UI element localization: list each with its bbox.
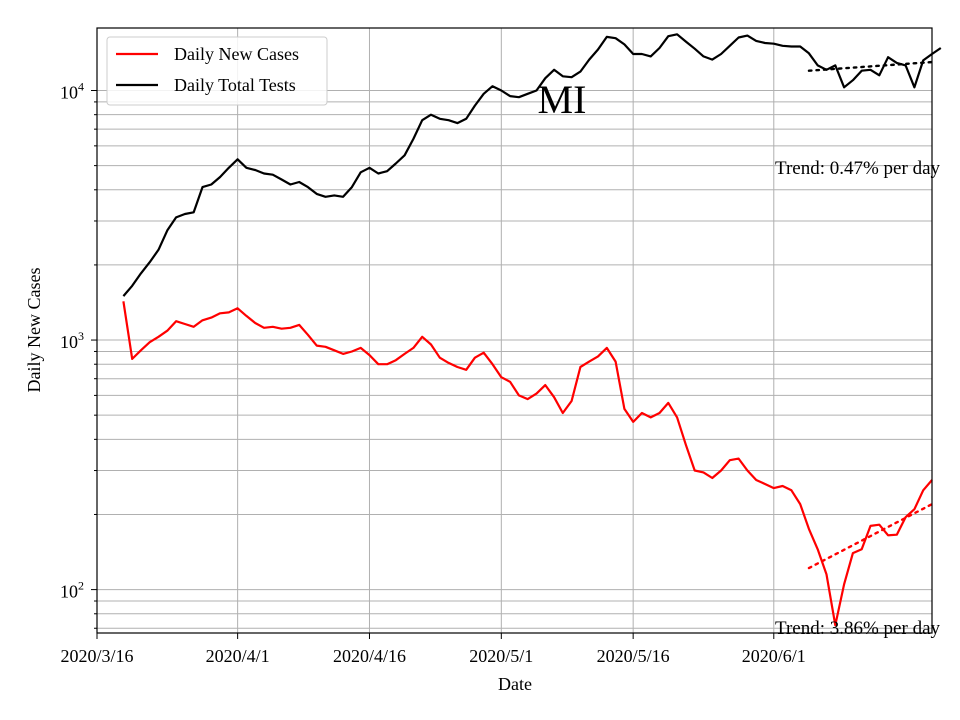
trend-layer — [807, 60, 934, 570]
x-tick-label: 2020/5/1 — [469, 646, 533, 666]
x-tick-label: 2020/3/16 — [60, 646, 133, 666]
x-axis-label: Date — [498, 674, 532, 694]
y-tick-label: 104 — [60, 79, 84, 102]
series-layer — [122, 33, 942, 627]
y-tick-layer: 102 103 104 — [60, 79, 97, 629]
x-tick-label: 2020/6/1 — [742, 646, 806, 666]
y-tick-label: 102 — [60, 579, 84, 602]
grid-layer — [96, 28, 932, 633]
tests-trend-line — [807, 60, 934, 72]
legend-label-tests: Daily Total Tests — [174, 75, 296, 95]
legend-label-cases: Daily New Cases — [174, 44, 299, 64]
plot-frame — [96, 27, 933, 634]
legend: Daily New Cases Daily Total Tests — [106, 36, 328, 106]
y-tick-label: 103 — [60, 329, 84, 352]
x-tick-label: 2020/5/16 — [597, 646, 670, 666]
legend-box — [106, 36, 328, 106]
cases-trend-line — [807, 502, 934, 570]
tests-trend-label: Trend: 0.47% per day — [775, 158, 940, 179]
y-axis-label: Daily New Cases — [24, 268, 44, 393]
x-tick-label: 2020/4/16 — [333, 646, 406, 666]
daily-total-tests-line — [122, 33, 942, 297]
x-tick-label: 2020/4/1 — [206, 646, 270, 666]
chart-title: MI — [538, 77, 587, 122]
x-tick-layer: 2020/3/16 2020/4/1 2020/4/16 2020/5/1 2020/5… — [60, 633, 806, 666]
daily-new-cases-line — [122, 301, 933, 627]
cases-trend-label: Trend: 3.86% per day — [775, 618, 940, 639]
